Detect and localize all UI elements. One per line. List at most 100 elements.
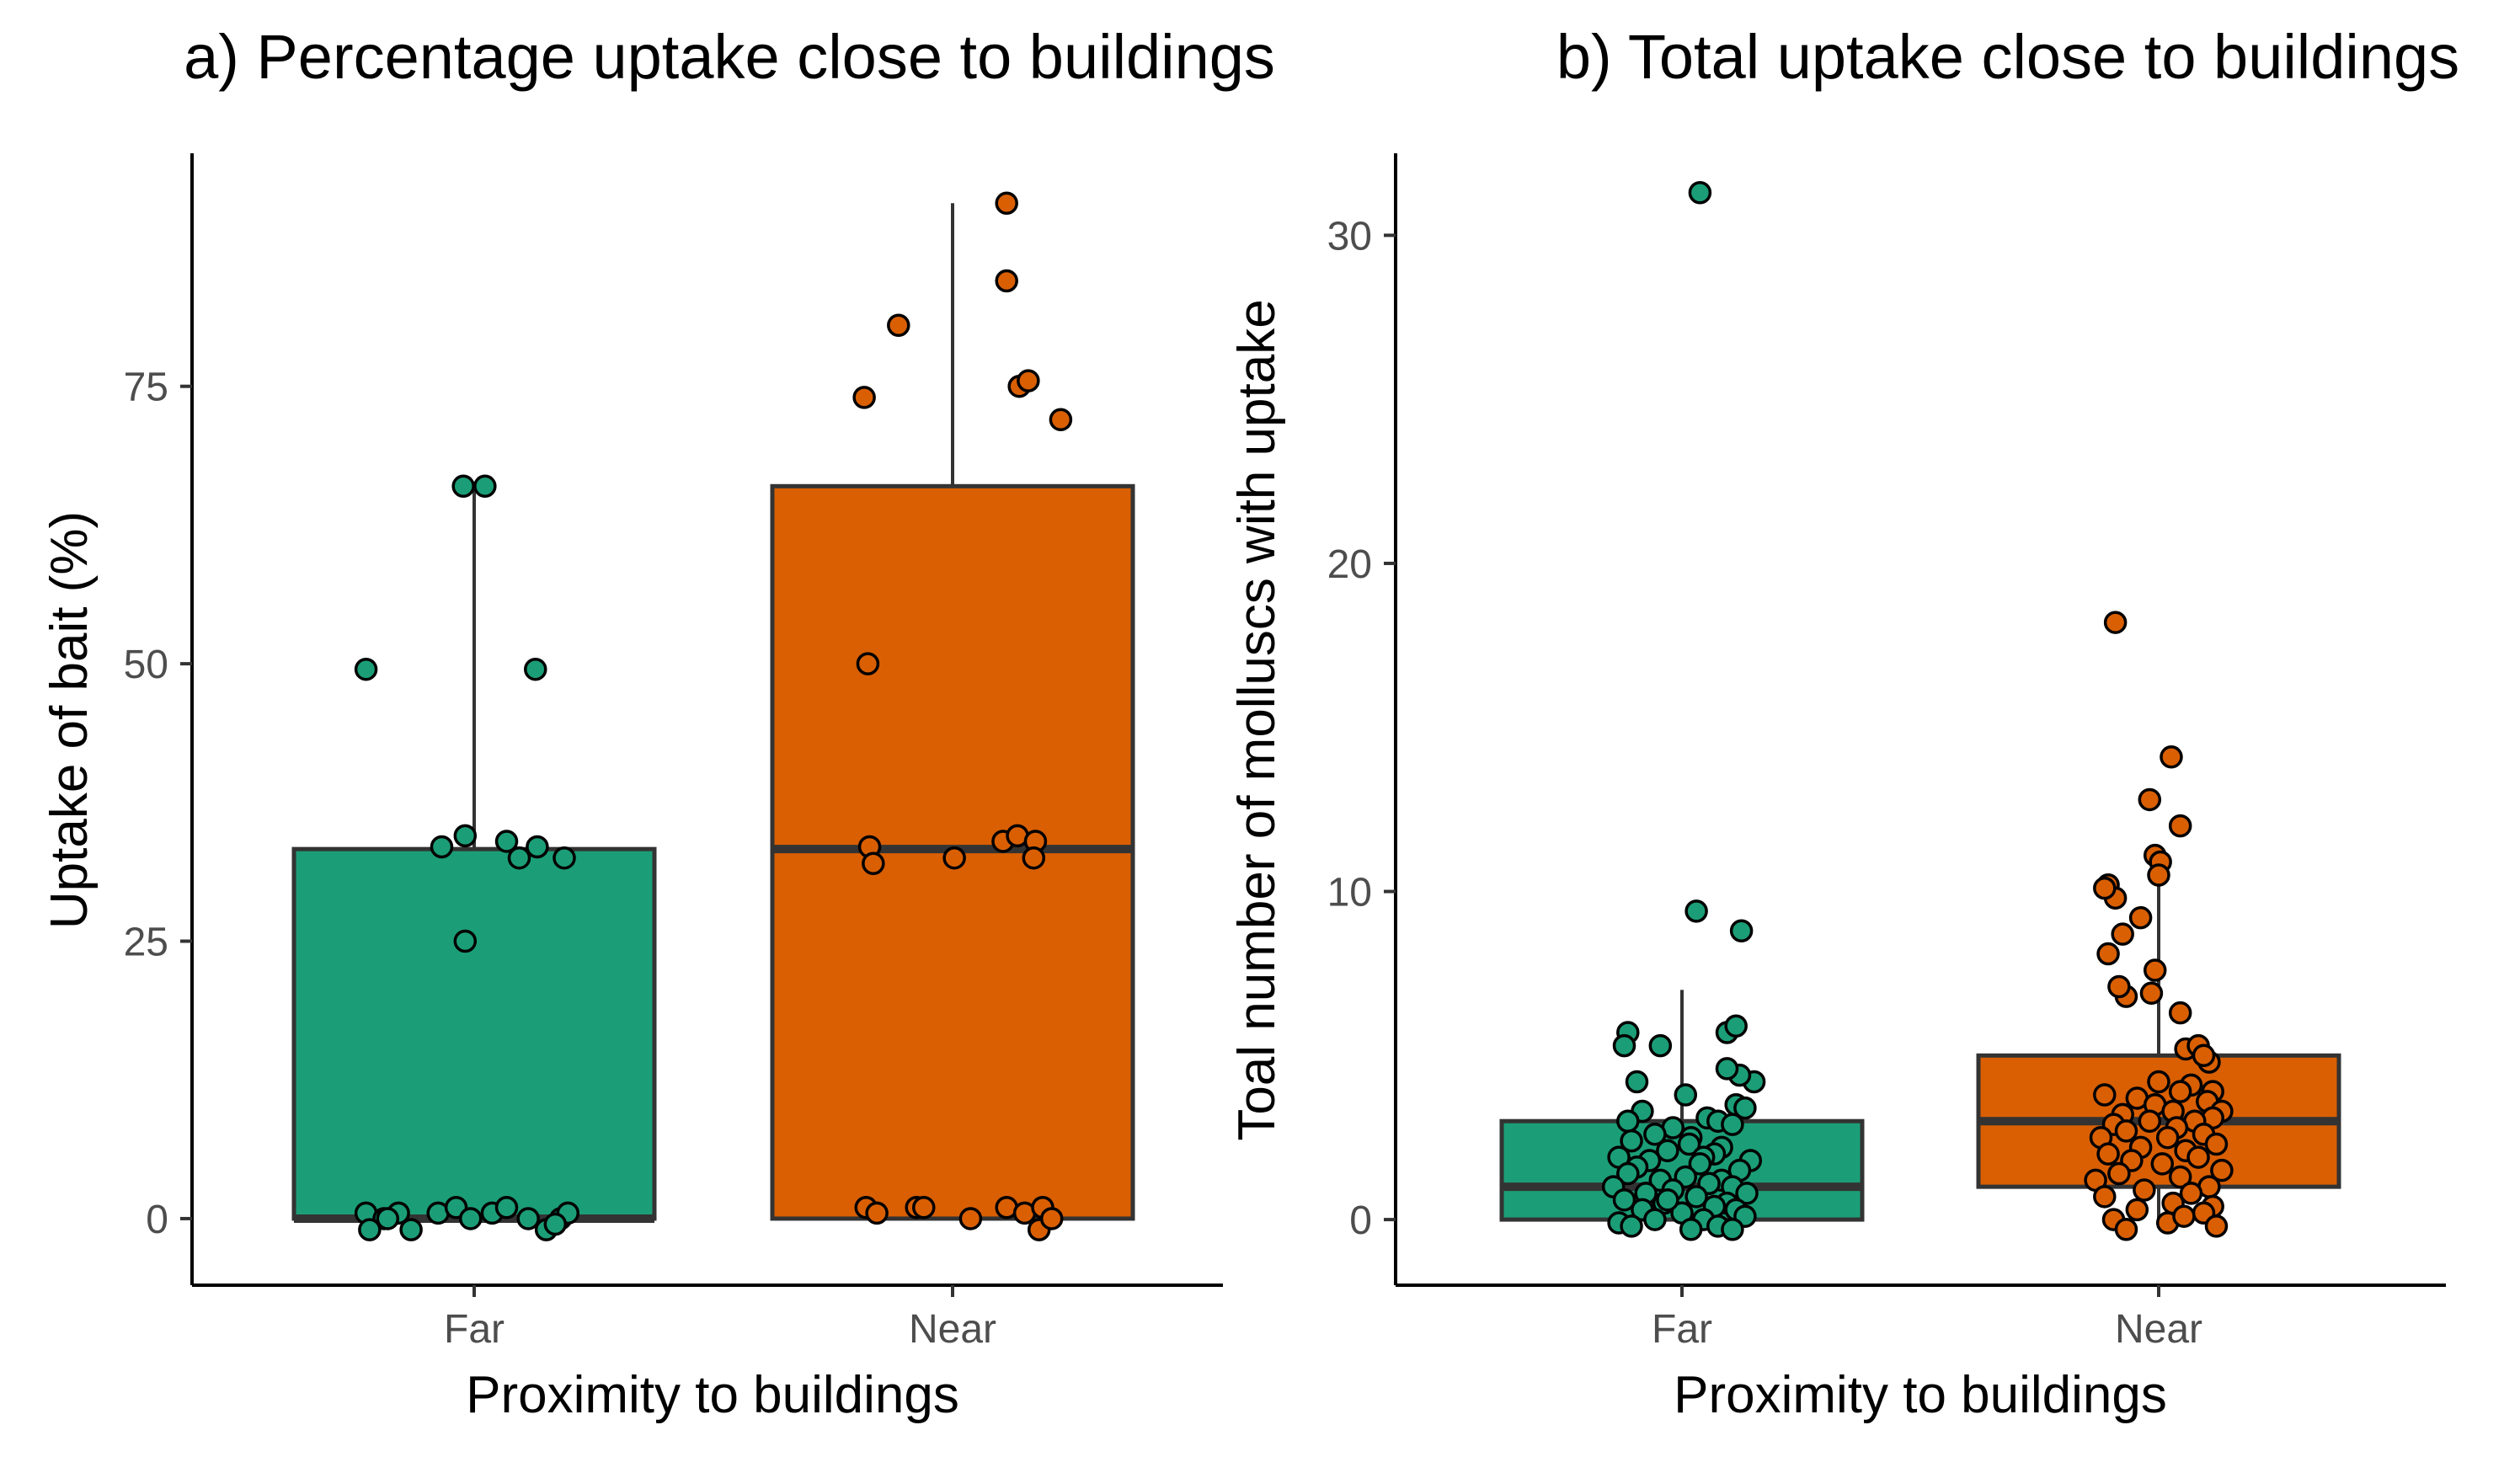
panel-a-point-near (1022, 846, 1046, 870)
panel-b-point-near (2103, 611, 2128, 634)
panel-a-x-tick-label-far: Far (444, 1307, 505, 1352)
panel-b-point-far (1620, 1129, 1643, 1153)
panel-b-point-near (2114, 1218, 2138, 1241)
panel-a-point-far (399, 1218, 423, 1241)
panel-a-point-near (1039, 1207, 1064, 1230)
panel-b-point-far (1735, 1182, 1759, 1205)
panel-b-point-near (2160, 745, 2183, 769)
panel-b-point-far (1625, 1070, 1649, 1094)
panel-b-point-far (1612, 1187, 1636, 1212)
panel-b-point-far (1612, 1033, 1636, 1058)
panel-b-point-near (2096, 1142, 2120, 1166)
panel-a-point-near (856, 652, 880, 675)
panel-b-point-near (2107, 1161, 2131, 1186)
panel-b-point-near (2111, 922, 2134, 946)
panel-b-point-near (2147, 1070, 2170, 1094)
panel-b-point-near (2186, 1145, 2210, 1169)
panel-b-point-near (2107, 974, 2131, 999)
panel-b-point-near (2179, 1182, 2203, 1205)
panel-b-point-far (1643, 1123, 1667, 1146)
panel-b-point-near (2133, 1178, 2156, 1202)
panel-a-point-far (358, 1218, 382, 1241)
panel-a-point-far (507, 846, 531, 870)
panel-a: a) Percentage uptake close to buildings … (40, 22, 1275, 1424)
panel-a-point-far (473, 474, 497, 499)
panel-b-point-near (2143, 958, 2167, 982)
panel-b-y-tick-label: 10 (1327, 871, 1372, 915)
panel-a-point-near (862, 851, 885, 876)
panel-a-point-far (494, 830, 519, 853)
panel-a-point-near (995, 269, 1018, 293)
panel-b: b) Total uptake close to buildings 0 10 20… (1228, 22, 2459, 1424)
panel-a-point-far (524, 657, 547, 681)
panel-a-point-far (430, 835, 454, 859)
panel-b-point-near (2168, 1165, 2192, 1189)
panel-b-point-far (1674, 1083, 1698, 1107)
panel-a-point-far (458, 1207, 483, 1230)
panel-a-point-far (516, 1207, 540, 1230)
panel-b-point-near (2138, 1109, 2162, 1133)
panel-a-point-far (453, 929, 478, 953)
panel-b-point-far (1648, 1033, 1673, 1058)
panel-b-y-axis-title: Toal number of molluscs with uptake (1228, 299, 1286, 1140)
panel-a-y-tick-label: 25 (124, 921, 168, 965)
panel-a-plot-area (291, 191, 1135, 1241)
panel-b-point-near (2168, 814, 2192, 838)
panel-a-x-axis-title: Proximity to buildings (466, 1366, 959, 1424)
panel-b-x-tick-label-far: Far (1652, 1307, 1712, 1352)
panel-b-point-near (2168, 1080, 2192, 1103)
panel-b-y-tick-label: 30 (1327, 214, 1372, 259)
panel-a-point-near (865, 1201, 889, 1225)
panel-a-point-near (852, 386, 876, 409)
panel-a-y-tick-label: 50 (124, 643, 168, 687)
panel-b-point-near (2093, 1083, 2117, 1107)
panel-b-point-near (2150, 1152, 2175, 1176)
panel-a-point-near (1017, 369, 1040, 392)
panel-b-point-near (2192, 1043, 2216, 1068)
panel-b-point-far (1733, 1096, 1757, 1120)
panel-b-point-far (1721, 1113, 1744, 1136)
panel-a-point-far (451, 474, 475, 499)
panel-b-point-near (2147, 863, 2170, 887)
panel-b-point-near (2125, 1198, 2149, 1222)
panel-a-point-near (942, 846, 966, 870)
panel-a-axes: 0 25 50 75 Far Near (124, 153, 1223, 1352)
panel-b-title: b) Total uptake close to buildings (1556, 22, 2459, 92)
panel-b-point-far (1643, 1208, 1667, 1231)
panel-b-point-near (2096, 942, 2120, 966)
panel-b-point-far (1620, 1214, 1643, 1238)
panel-a-point-near (1049, 408, 1073, 431)
panel-a-y-tick-label: 75 (124, 366, 168, 410)
panel-a-point-far (553, 846, 576, 870)
panel-b-point-far (1684, 899, 1708, 923)
panel-b-point-near (2172, 1204, 2196, 1228)
panel-a-box-far (291, 846, 657, 1221)
panel-a-point-far (494, 1196, 519, 1220)
panel-b-x-axis-title: Proximity to buildings (1674, 1366, 2167, 1424)
panel-b-point-near (2093, 1185, 2117, 1209)
panel-a-point-near (912, 1196, 936, 1220)
panel-b-point-near (2093, 876, 2117, 900)
panel-b-point-near (2210, 1158, 2234, 1182)
panel-b-axes: 0 10 20 30 Far Near (1327, 153, 2446, 1352)
panel-b-point-far (1721, 1218, 1744, 1241)
panel-b-point-far (1729, 919, 1754, 943)
panel-a-point-near (958, 1207, 983, 1230)
panel-b-point-far (1616, 1161, 1640, 1186)
panel-b-point-far (1679, 1218, 1703, 1241)
panel-a-point-far (543, 1212, 568, 1236)
panel-b-point-far (1616, 1109, 1640, 1133)
panel-a-x-tick-label-near: Near (909, 1307, 996, 1352)
panel-b-point-far (1688, 1152, 1712, 1176)
panel-b-point-far (1688, 180, 1712, 205)
panel-b-point-near (2168, 1001, 2192, 1025)
panel-b-plot-area (1499, 180, 2341, 1241)
panel-a-point-far (526, 835, 549, 859)
panel-a-y-axis-title: Uptake of bait (%) (40, 511, 99, 929)
panel-b-point-far (1656, 1187, 1679, 1212)
panel-b-point-near (2155, 1125, 2180, 1150)
panel-b-y-tick-label: 0 (1349, 1198, 1372, 1243)
panel-b-x-tick-label-near: Near (2115, 1307, 2202, 1352)
panel-a-point-far (354, 657, 378, 681)
